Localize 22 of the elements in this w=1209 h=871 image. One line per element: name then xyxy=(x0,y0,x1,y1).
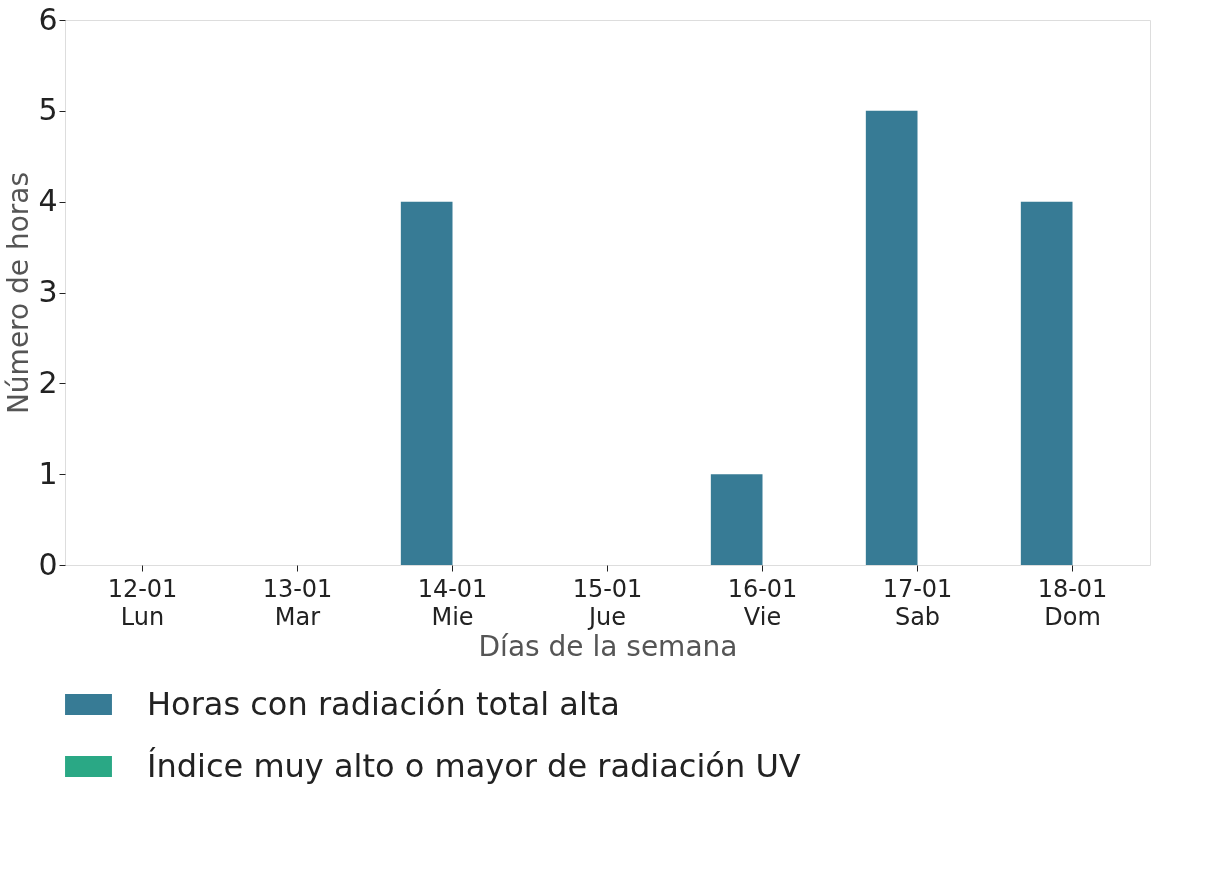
x-tick-label: 16-01 Vie xyxy=(727,574,798,631)
y-tick-label: 0 xyxy=(38,546,58,582)
y-tick-label: 1 xyxy=(38,455,58,491)
x-tick-label: 18-01 Dom xyxy=(1037,574,1108,631)
x-tick-label: 17-01 Sab xyxy=(882,574,953,631)
y-tick-label: 4 xyxy=(38,183,58,219)
x-axis-title: Días de la semana xyxy=(478,629,738,663)
y-axis-title: Número de horas xyxy=(2,171,36,415)
y-tick-label: 5 xyxy=(38,92,58,128)
x-tick-label: 12-01 Lun xyxy=(107,574,178,631)
x-tick-label: 15-01 Jue xyxy=(572,574,643,631)
bar xyxy=(710,474,763,565)
bar xyxy=(400,201,453,565)
y-tick-label: 2 xyxy=(38,364,58,400)
x-tick-label: 13-01 Mar xyxy=(262,574,333,631)
bar xyxy=(1020,201,1073,565)
legend-label: Horas con radiación total alta xyxy=(147,684,620,723)
legend-label: Índice muy alto o mayor de radiación UV xyxy=(147,746,801,785)
bar xyxy=(865,110,918,565)
y-tick-label: 6 xyxy=(38,1,58,37)
x-tick-label: 14-01 Mie xyxy=(417,574,488,631)
y-tick-label: 3 xyxy=(38,274,58,309)
